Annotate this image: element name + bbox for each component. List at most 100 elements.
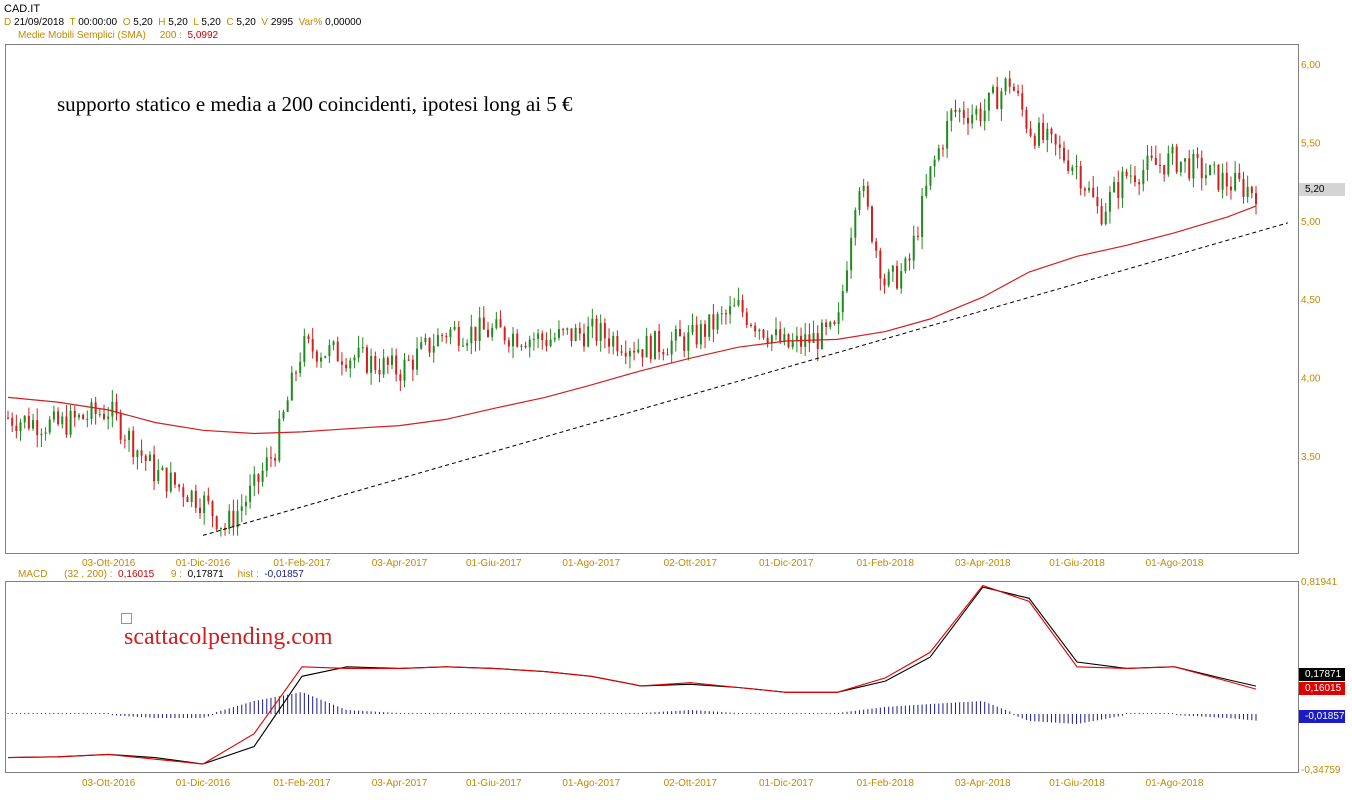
candle-body xyxy=(382,357,385,375)
candle-body xyxy=(967,117,969,124)
candle-body xyxy=(591,318,594,327)
candle-body xyxy=(729,306,732,315)
candle-body xyxy=(1021,93,1024,110)
candle-body xyxy=(207,495,210,502)
candle-body xyxy=(1025,109,1028,129)
candle-body xyxy=(386,357,389,365)
candle-body xyxy=(1058,144,1061,148)
candle-body xyxy=(712,314,715,330)
open-key: O xyxy=(122,17,131,28)
macd-date-label: 01-Giu-2018 xyxy=(1049,778,1105,789)
candle-body xyxy=(645,335,648,358)
candle-body xyxy=(979,108,982,122)
candle-body xyxy=(282,411,285,419)
macd-panel[interactable] xyxy=(5,581,1299,773)
candle-body xyxy=(562,329,565,331)
candle-body xyxy=(887,271,890,286)
watermark-text: scattacolpending.com xyxy=(124,624,333,650)
candle-body xyxy=(411,359,414,370)
price-date-label: 01-Ago-2018 xyxy=(1146,558,1204,569)
candle-body xyxy=(566,328,569,330)
candle-body xyxy=(199,507,201,514)
candle-body xyxy=(32,420,35,429)
candle-body xyxy=(1133,175,1136,183)
candle-body xyxy=(123,439,126,441)
candle-body xyxy=(345,364,348,369)
candle-body xyxy=(766,337,769,344)
high-key: H xyxy=(158,17,166,28)
candle-body xyxy=(516,333,519,347)
candle-body xyxy=(512,333,515,347)
candle-body xyxy=(148,454,151,462)
candle-body xyxy=(1017,90,1020,94)
macd-line xyxy=(7,584,1257,765)
candle-body xyxy=(691,324,694,333)
candle-body xyxy=(992,86,995,93)
candle-body xyxy=(987,92,990,111)
candle-body xyxy=(424,337,427,343)
candle-body xyxy=(587,326,590,347)
candle-body xyxy=(537,333,540,339)
candle-body xyxy=(173,472,176,485)
candle-body xyxy=(1100,206,1103,225)
candle-body xyxy=(228,510,231,529)
candle-body xyxy=(850,237,853,271)
candle-body xyxy=(11,418,14,426)
candle-body xyxy=(365,347,368,373)
candle-body xyxy=(320,357,323,362)
macd-ymin-label: -0,34759 xyxy=(1301,765,1341,776)
candle-body xyxy=(436,335,439,347)
price-panel[interactable] xyxy=(5,44,1299,554)
candle-body xyxy=(900,271,903,289)
candle-body xyxy=(524,345,527,348)
candle-body xyxy=(353,357,356,361)
candle-body xyxy=(929,166,932,186)
macd-tag: 0,16015 xyxy=(1299,682,1345,695)
candle-body xyxy=(153,454,156,482)
candle-body xyxy=(432,346,435,353)
candle-body xyxy=(15,425,18,432)
candle-body xyxy=(1234,172,1237,191)
sma-period: 200 : xyxy=(159,30,182,41)
price-y-tick: 4,00 xyxy=(1301,374,1321,385)
candle-body xyxy=(724,313,727,315)
macd-date-label: 01-Feb-2018 xyxy=(857,778,915,789)
price-date-axis: 03-Ott-2016 01-Dic-2016 01-Feb-2017 03-Apr-… xyxy=(82,558,1204,569)
candle-body xyxy=(98,414,101,416)
candle-body xyxy=(820,322,823,349)
candle-body xyxy=(1167,153,1170,175)
last-price-tag: 5,20 xyxy=(1299,183,1345,196)
candle-body xyxy=(891,265,894,272)
candle-body xyxy=(808,334,811,344)
candle-body xyxy=(82,414,85,420)
macd-date-label: 01-Dic-2017 xyxy=(759,778,814,789)
candle-body xyxy=(144,455,147,462)
candle-body xyxy=(745,312,748,325)
price-date-label: 01-Feb-2018 xyxy=(857,558,915,569)
var-key: Var% xyxy=(298,17,323,28)
candle-body xyxy=(574,327,577,342)
price-date-label: 03-Ott-2016 xyxy=(82,558,136,569)
candle-body xyxy=(704,324,707,337)
candle-body xyxy=(1083,188,1086,191)
candle-body xyxy=(912,235,915,261)
candle-body xyxy=(779,329,782,343)
candle-body xyxy=(1104,211,1107,225)
price-y-tick: 5,00 xyxy=(1301,217,1321,228)
candle-body xyxy=(232,510,235,528)
candle-body xyxy=(658,330,661,353)
macd-date-label: 03-Ott-2016 xyxy=(82,778,136,789)
candle-body xyxy=(1150,155,1153,158)
candle-body xyxy=(996,86,999,110)
candle-body xyxy=(307,336,310,340)
price-y-tick: 6,00 xyxy=(1301,60,1321,71)
candle-body xyxy=(219,527,222,530)
candle-body xyxy=(816,333,819,349)
candle-body xyxy=(428,337,431,353)
candle-body xyxy=(620,351,623,353)
candle-body xyxy=(921,195,924,238)
candle-body xyxy=(403,359,406,381)
candle-body xyxy=(1196,153,1199,158)
candle-body xyxy=(161,467,164,471)
candle-body xyxy=(495,319,498,328)
